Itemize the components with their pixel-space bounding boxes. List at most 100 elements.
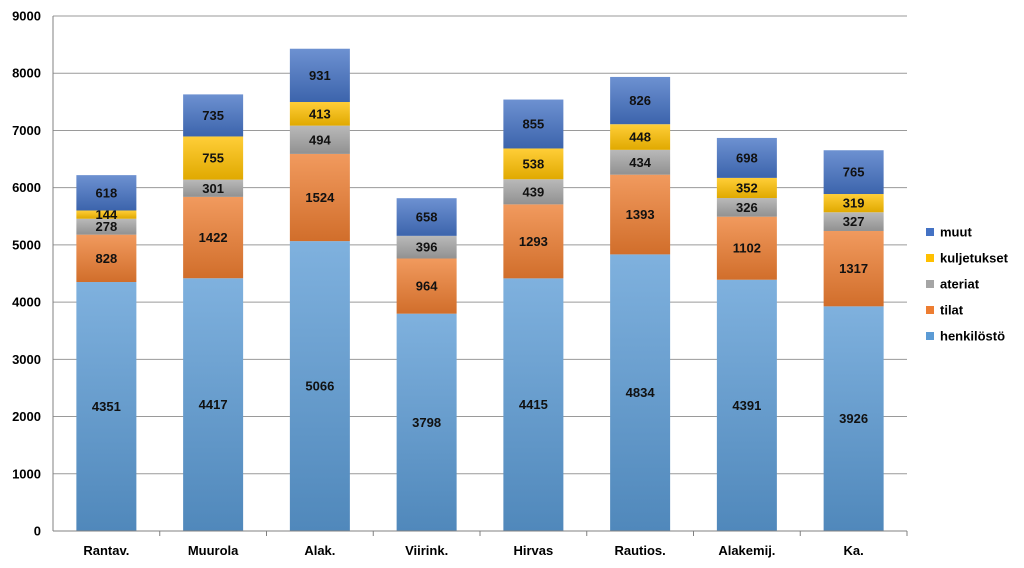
data-label: 1317 [839, 261, 868, 276]
y-tick-label: 0 [34, 524, 41, 539]
x-tick-label: Viirink. [405, 543, 448, 558]
x-tick-label: Rautios. [614, 543, 665, 558]
y-tick-label: 4000 [12, 295, 41, 310]
data-label: 1422 [199, 230, 228, 245]
data-label: 4351 [92, 399, 121, 414]
gridlines [53, 15, 907, 475]
bar-segment-henkilöstö [823, 306, 884, 531]
bar-segment-ateriat [503, 179, 564, 205]
bar-segment-kuljetukset [610, 124, 671, 150]
legend-label: ateriat [940, 277, 980, 292]
bar-segment-henkilöstö [396, 313, 457, 531]
legend-label: kuljetukset [940, 251, 1009, 266]
bar-segment-ateriat [716, 198, 777, 217]
bar-segment-kuljetukset [289, 102, 350, 126]
bar-segment-tilat [823, 230, 884, 307]
legend-label: henkilöstö [940, 329, 1005, 344]
bar-segment-henkilöstö [76, 282, 137, 531]
bar-segment-tilat [183, 196, 244, 279]
bar-segment-ateriat [610, 149, 671, 175]
data-label: 828 [96, 251, 118, 266]
y-tick-label: 9000 [12, 9, 41, 24]
data-label: 144 [96, 207, 118, 222]
bar-segment-muut [503, 99, 564, 149]
x-tick-label: Muurola [188, 543, 239, 558]
data-label: 278 [96, 219, 118, 234]
data-label: 1102 [733, 241, 761, 256]
data-label: 396 [416, 240, 438, 255]
bar-segment-muut [823, 150, 884, 195]
y-tick-label: 5000 [12, 237, 41, 252]
bar-segment-tilat [396, 258, 457, 314]
bar-segment-henkilöstö [716, 279, 777, 531]
data-label: 4391 [732, 398, 761, 413]
data-label: 618 [96, 185, 118, 200]
y-tick-label: 3000 [12, 352, 41, 367]
bar-segment-tilat [503, 204, 564, 279]
y-tick-label: 8000 [12, 66, 41, 81]
data-label: 352 [736, 180, 758, 195]
x-tick-label: Alakemij. [718, 543, 775, 558]
data-label: 439 [523, 184, 545, 199]
legend: muut kuljetukset ateriat tilat henkilöstö [926, 225, 1009, 344]
bar-segment-henkilöstö [183, 278, 244, 531]
data-label: 765 [843, 165, 865, 180]
data-label: 4415 [519, 397, 548, 412]
bar-segment-muut [610, 76, 671, 125]
data-label: 413 [309, 106, 331, 121]
data-label: 5066 [305, 379, 334, 394]
data-label: 494 [309, 132, 331, 147]
bar-segment-muut [183, 94, 244, 137]
bar-segment-kuljetukset [823, 194, 884, 213]
data-label: 319 [843, 196, 865, 211]
bar-segment-muut [396, 198, 457, 236]
x-axis: Rantav. Muurola Alak. Viirink. Hirvas Rautios… [53, 530, 908, 558]
bar-segment-kuljetukset [76, 210, 137, 219]
x-tick-label: Ka. [844, 543, 864, 558]
bar-segment-tilat [716, 216, 777, 280]
data-label: 1393 [626, 207, 655, 222]
bar-segment-kuljetukset [183, 136, 244, 180]
data-label: 964 [416, 279, 438, 294]
bar-segment-tilat [76, 234, 137, 283]
data-label: 3798 [412, 415, 441, 430]
bar-segment-muut [289, 48, 350, 103]
bar-segment-henkilöstö [610, 254, 671, 532]
data-label: 658 [416, 210, 438, 225]
bar-segment-ateriat [396, 235, 457, 259]
legend-swatch-tilat [926, 306, 934, 314]
bar-segment-ateriat [289, 125, 350, 154]
legend-label: tilat [940, 303, 964, 318]
bar-segment-kuljetukset [503, 148, 564, 180]
data-label: 1293 [519, 234, 548, 249]
y-axis: 0 1000 2000 3000 4000 5000 6000 7000 8000 9000 [12, 9, 54, 539]
data-label: 931 [309, 68, 331, 83]
data-label: 698 [736, 150, 758, 165]
bar-segment-henkilöstö [289, 241, 350, 531]
y-tick-label: 6000 [12, 180, 41, 195]
bar-segment-ateriat [183, 179, 244, 197]
data-label: 755 [202, 151, 224, 166]
x-tick-label: Hirvas [514, 543, 554, 558]
bar-segment-ateriat [823, 212, 884, 231]
bar-segment-ateriat [76, 218, 137, 235]
legend-label: muut [940, 225, 972, 240]
x-tick-label: Alak. [304, 543, 335, 558]
data-label: 735 [202, 108, 224, 123]
data-label: 3926 [839, 411, 868, 426]
legend-swatch-ateriat [926, 280, 934, 288]
y-tick-label: 7000 [12, 123, 41, 138]
data-label: 538 [523, 156, 545, 171]
data-label: 826 [629, 93, 651, 108]
legend-swatch-henkilöstö [926, 332, 934, 340]
legend-swatch-kuljetukset [926, 254, 934, 262]
data-label: 301 [202, 181, 224, 196]
y-tick-label: 1000 [12, 466, 41, 481]
data-label: 4834 [626, 385, 656, 400]
legend-swatch-muut [926, 228, 934, 236]
x-tick-label: Rantav. [83, 543, 129, 558]
data-label: 434 [629, 155, 651, 170]
bar-segment-muut [76, 175, 137, 211]
bar-segment-tilat [610, 174, 671, 255]
